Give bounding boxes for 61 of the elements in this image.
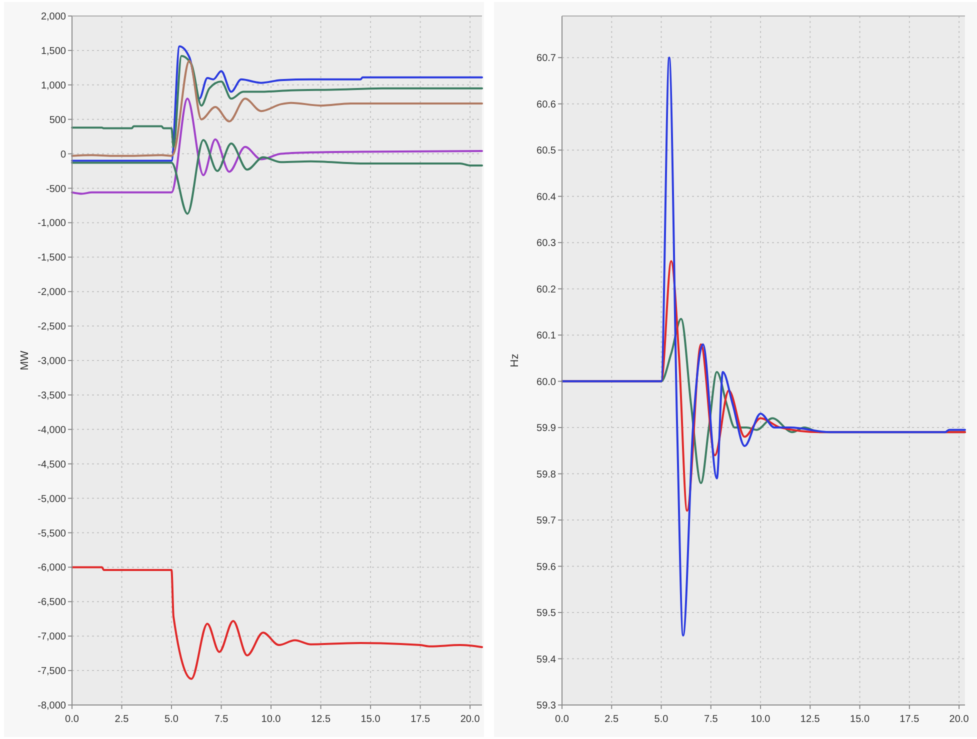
y-tick-label: -6,500 <box>38 597 66 608</box>
y-tick-label: 59.9 <box>536 423 556 434</box>
x-tick-label: 12.5 <box>800 714 820 725</box>
y-tick-label: 60.0 <box>536 376 556 388</box>
y-tick-label: 60.7 <box>536 53 556 64</box>
y-tick-label: 59.4 <box>536 654 556 666</box>
y-tick-label: -7,000 <box>38 632 66 643</box>
y-tick-label: 59.6 <box>536 562 556 573</box>
line-series <box>71 98 483 195</box>
x-tick-label: 15.0 <box>360 714 381 725</box>
line-series <box>71 45 483 162</box>
y-tick-label: 1,000 <box>40 80 66 92</box>
y-tick-label: 59.5 <box>536 608 556 620</box>
line-series <box>71 139 483 215</box>
x-tick-label: 7.5 <box>704 714 718 725</box>
y-tick-label: 59.3 <box>536 700 556 712</box>
y-tick-label: -3,500 <box>38 390 66 402</box>
y-tick-label: -7,500 <box>38 666 66 678</box>
y-tick-label: -8,000 <box>38 700 66 712</box>
y-tick-label: 2,000 <box>40 12 66 22</box>
y-tick-label: 60.1 <box>536 330 556 342</box>
y-tick-label: 1,500 <box>40 46 66 57</box>
y-tick-label: 59.7 <box>536 516 556 527</box>
x-tick-label: 2.5 <box>604 714 620 725</box>
y-tick-label: 60.5 <box>536 146 556 157</box>
y-tick-label: -2,500 <box>38 322 66 333</box>
y-tick-label: -3,000 <box>38 356 66 367</box>
line-series <box>71 566 483 680</box>
x-tick-label: 17.5 <box>900 714 920 725</box>
line-series <box>561 56 966 637</box>
x-tick-label: 5.0 <box>654 714 669 725</box>
y-axis-title: MW <box>19 350 31 370</box>
y-tick-label: -5,500 <box>38 528 66 540</box>
x-tick-label: 0.0 <box>555 714 570 725</box>
y-tick-label: -1,500 <box>38 252 66 264</box>
x-tick-label: 7.5 <box>214 714 229 725</box>
y-tick-label: 60.3 <box>536 238 556 250</box>
x-tick-label: 5.0 <box>164 714 179 725</box>
x-tick-label: 10.0 <box>750 714 771 725</box>
y-tick-label: -4,500 <box>38 459 66 470</box>
y-tick-label: 59.8 <box>536 469 556 480</box>
y-tick-label: -4,000 <box>38 424 66 436</box>
y-tick-label: 60.2 <box>536 284 556 296</box>
y-tick-label: 0 <box>60 149 66 160</box>
y-tick-label: -2,000 <box>38 287 66 298</box>
x-tick-label: 2.5 <box>114 714 130 725</box>
y-tick-label: 60.6 <box>536 99 556 110</box>
x-tick-label: 15.0 <box>850 714 870 725</box>
x-tick-label: 20.0 <box>460 714 480 725</box>
y-tick-label: -6,000 <box>38 562 66 574</box>
x-tick-label: 12.5 <box>311 714 331 725</box>
y-tick-label: 500 <box>49 114 66 126</box>
y-axis-title: Hz <box>509 354 521 368</box>
x-tick-label: 17.5 <box>410 714 430 725</box>
y-tick-label: -500 <box>46 184 66 195</box>
x-tick-label: 10.0 <box>261 714 282 725</box>
x-tick-label: 20.0 <box>949 714 970 725</box>
y-tick-label: -5,000 <box>38 494 66 505</box>
y-tick-label: 60.4 <box>536 192 556 203</box>
y-tick-label: -1,000 <box>38 218 66 230</box>
x-tick-label: 0.0 <box>65 714 80 725</box>
